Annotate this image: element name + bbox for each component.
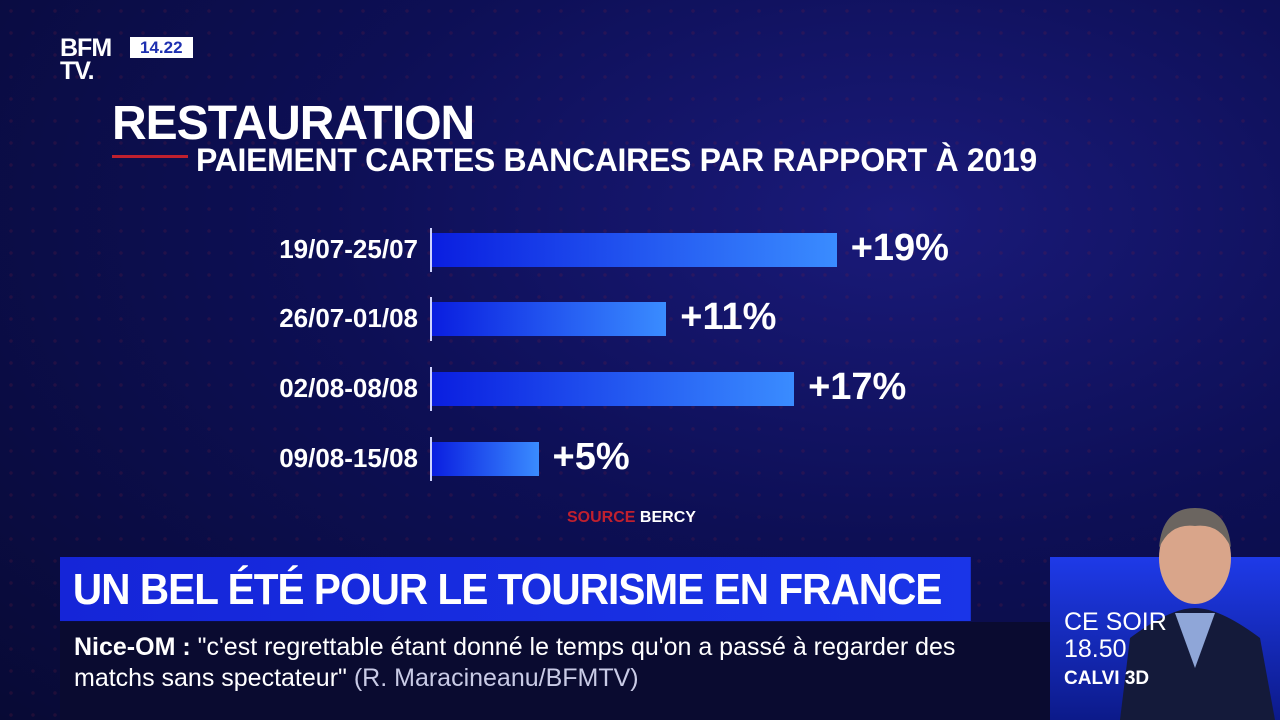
source-label: SOURCE <box>567 509 636 526</box>
category-label: 02/08-08/08 <box>279 373 418 403</box>
bfmtv-logo: BFM TV. <box>60 34 112 85</box>
bar <box>432 442 539 476</box>
axis-tick <box>430 228 432 272</box>
promo-time: 18.50 <box>1064 635 1127 663</box>
clock: 14.22 <box>130 37 193 58</box>
category-label: 09/08-15/08 <box>279 443 418 473</box>
ticker-author: (R. Maracineanu/BFMTV) <box>353 664 639 692</box>
title-divider <box>112 155 188 158</box>
category-label: 26/07-01/08 <box>279 303 418 333</box>
category-label: 19/07-25/07 <box>279 234 418 264</box>
ticker-topic: Nice-OM : <box>74 633 191 661</box>
data-label: +19% <box>850 227 949 269</box>
ticker-quote: "c'est regrettable étant donné le temps … <box>74 633 956 692</box>
promo-show: CALVI 3D <box>1064 668 1150 689</box>
bar <box>432 302 667 336</box>
promo-line1: CE SOIR <box>1064 608 1167 636</box>
bar <box>432 372 795 406</box>
axis-tick <box>430 367 432 411</box>
chart-title: RESTAURATION <box>112 97 475 150</box>
news-ticker: Nice-OM : "c'est regrettable étant donné… <box>60 622 1050 720</box>
source-name: BERCY <box>639 509 696 526</box>
data-label: +5% <box>552 436 630 478</box>
axis-tick <box>430 437 432 481</box>
data-label: +11% <box>680 296 777 338</box>
headline-banner: UN BEL ÉTÉ POUR LE TOURISME EN FRANCE <box>60 557 971 621</box>
chart-subtitle: PAIEMENT CARTES BANCAIRES PAR RAPPORT À … <box>196 142 1037 178</box>
axis-tick <box>430 297 432 341</box>
source-note: SOURCE BERCY <box>567 509 696 527</box>
presenter-photo <box>1120 508 1275 720</box>
bar <box>432 233 837 267</box>
data-label: +17% <box>808 366 907 408</box>
